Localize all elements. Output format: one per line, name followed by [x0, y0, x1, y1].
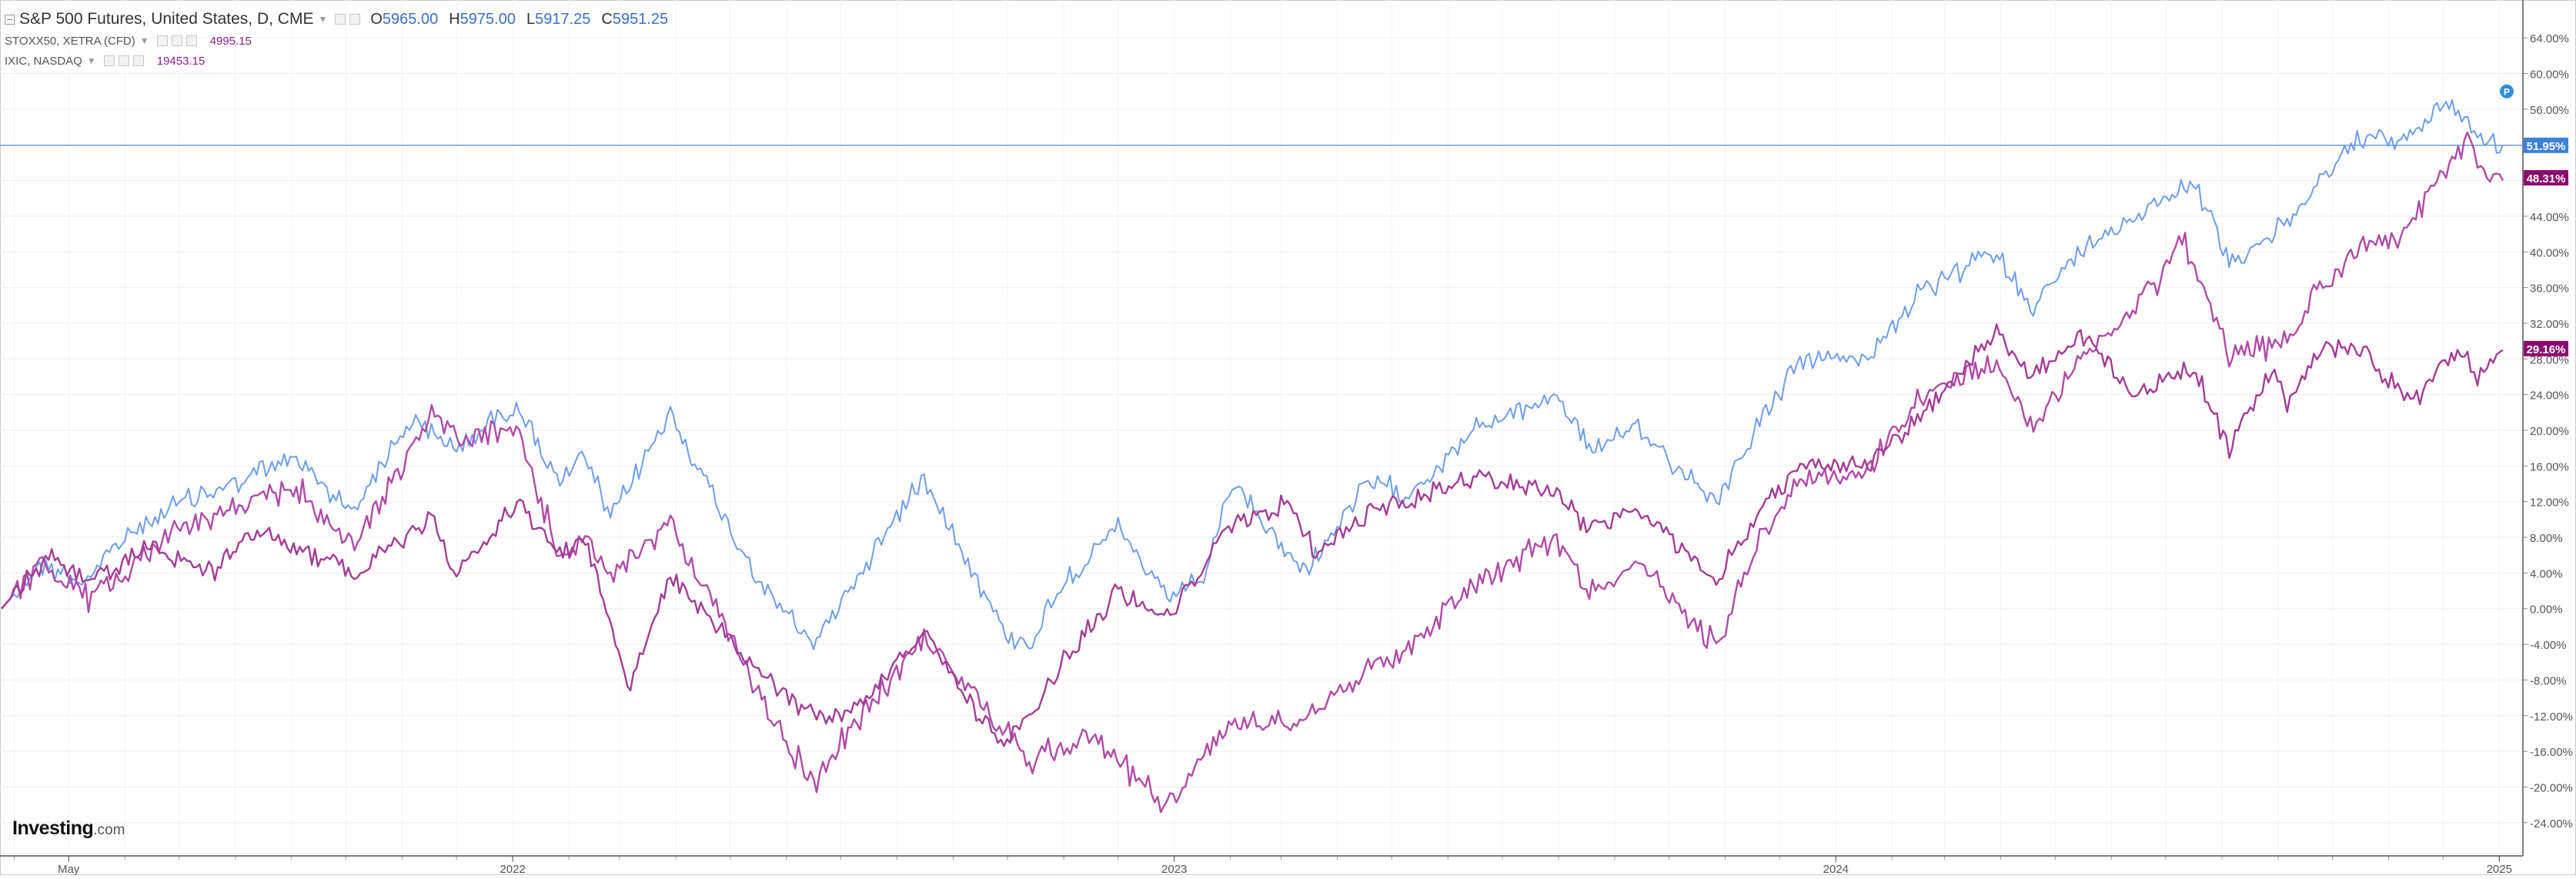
y-tick-label: 4.00% [2530, 567, 2563, 580]
open-value: O5965.00 [370, 11, 438, 28]
low-key: L [526, 10, 536, 28]
x-tick-label: May [58, 863, 80, 875]
compare2-value: 19453.15 [156, 54, 205, 68]
event-marker-glyph: P [2504, 87, 2510, 98]
y-tick-label: -8.00% [2530, 674, 2567, 687]
y-tick-label: -16.00% [2530, 746, 2573, 759]
y-tick-label: 28.00% [2530, 353, 2569, 366]
y-tick-label: 32.00% [2530, 318, 2569, 331]
last-value-tag [2524, 169, 2568, 185]
high-number: 5975.00 [459, 10, 516, 28]
x-tick-label: 2023 [1161, 863, 1187, 875]
x-tick-label: 2022 [499, 863, 525, 875]
chevron-down-icon[interactable]: ▼ [139, 35, 149, 46]
close-icon[interactable] [132, 55, 144, 66]
y-tick-label: -20.00% [2530, 781, 2573, 794]
open-number: 5965.00 [382, 10, 439, 28]
y-tick-label: -4.00% [2530, 639, 2567, 652]
stoxx-series-line [1, 323, 2504, 747]
y-tick-label: 40.00% [2530, 246, 2569, 259]
legend-compare2-row[interactable]: IXIC, NASDAQ ▼ 19453.15 [5, 51, 679, 71]
y-tick-label: 0.00% [2530, 603, 2563, 617]
last-value-tag [2524, 137, 2568, 153]
y-tick-label: 60.00% [2530, 69, 2569, 82]
last-value-label: 51.95% [2527, 140, 2566, 153]
visibility-icon[interactable] [349, 14, 361, 25]
x-tick-label: 2024 [1823, 863, 1849, 875]
chevron-down-icon[interactable]: ▼ [86, 55, 96, 66]
x-tick-label: 2025 [2487, 863, 2512, 875]
logo-brand: Investing [12, 817, 94, 839]
y-tick-label: 56.00% [2530, 104, 2569, 117]
y-tick-label: 24.00% [2530, 389, 2569, 403]
y-tick-label: -24.00% [2530, 817, 2573, 831]
main-symbol-label[interactable]: S&P 500 Futures, United States, D, CME [19, 10, 314, 28]
nasdaq-series-line [1, 131, 2504, 814]
event-marker-icon[interactable] [2500, 84, 2514, 99]
compare1-value: 4995.15 [209, 34, 252, 48]
y-tick-label: 36.00% [2530, 282, 2569, 296]
compare2-symbol-label[interactable]: IXIC, NASDAQ [5, 54, 82, 68]
legend-compare1-row[interactable]: STOXX50, XETRA (CFD) ▼ 4995.15 [5, 31, 679, 51]
last-value-label: 48.31% [2527, 172, 2566, 185]
last-value-label: 29.16% [2527, 343, 2566, 356]
compare1-symbol-label[interactable]: STOXX50, XETRA (CFD) [5, 34, 135, 48]
investing-logo[interactable]: Investing.com [12, 817, 125, 840]
last-value-tag [2524, 340, 2568, 356]
open-key: O [370, 10, 383, 28]
sp500-series-line [1, 99, 2504, 650]
chart-legend: S&P 500 Futures, United States, D, CME ▼… [5, 8, 679, 71]
low-number: 5917.25 [535, 10, 591, 28]
visibility-icon[interactable] [171, 35, 182, 46]
y-tick-label: 16.00% [2530, 460, 2569, 473]
y-tick-label: 8.00% [2530, 532, 2563, 545]
settings-icon[interactable] [103, 55, 115, 66]
collapse-legend-icon[interactable] [5, 14, 15, 25]
y-tick-label: 20.00% [2530, 425, 2569, 438]
settings-icon[interactable] [156, 35, 168, 46]
high-value: H5975.00 [449, 11, 516, 28]
legend-main-row[interactable]: S&P 500 Futures, United States, D, CME ▼… [5, 8, 679, 31]
close-value: C5951.25 [601, 11, 668, 28]
y-tick-label: 64.00% [2530, 32, 2569, 45]
visibility-icon[interactable] [118, 55, 129, 66]
logo-tld: .com [93, 822, 125, 838]
low-value: L5917.25 [526, 11, 590, 28]
y-tick-label: 44.00% [2530, 211, 2569, 224]
y-tick-label: -12.00% [2530, 710, 2573, 724]
high-key: H [449, 10, 460, 28]
close-number: 5951.25 [612, 10, 669, 28]
chevron-down-icon[interactable]: ▼ [318, 14, 328, 25]
close-key: C [601, 10, 613, 28]
settings-icon[interactable] [335, 14, 346, 25]
close-icon[interactable] [185, 35, 197, 46]
y-tick-label: 12.00% [2530, 496, 2569, 510]
